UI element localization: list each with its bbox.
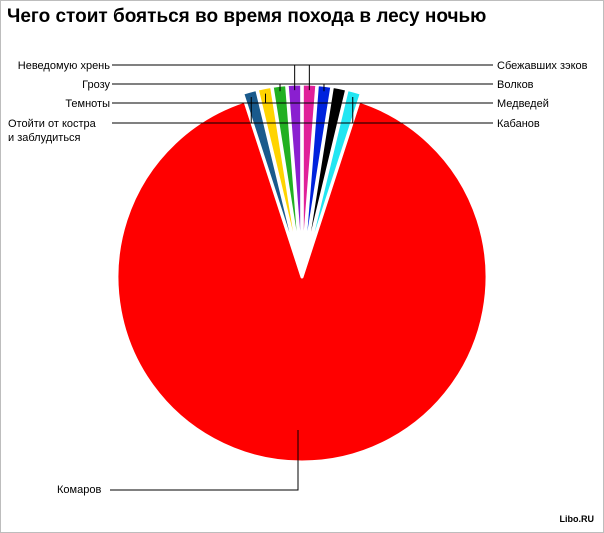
leader-line (110, 430, 299, 491)
leader-line (112, 93, 339, 104)
site-credit: Libo.RU (559, 514, 595, 524)
leader-line (112, 83, 325, 92)
pie-slice (302, 87, 363, 271)
slice-label: Грозу (82, 79, 110, 91)
slice-label: Кабанов (497, 118, 540, 130)
slice-label: Медведей (497, 98, 549, 110)
leader-lines (110, 64, 493, 491)
slice-label: Темноты (65, 98, 110, 110)
slice-label: Волков (497, 79, 534, 91)
slice-label: Неведомую хрень (18, 60, 110, 72)
leader-line (112, 64, 310, 91)
slice-label: Сбежавших зэков (497, 60, 588, 72)
slice-labels: Комаров Кабанов Медведей Волков Сбежавших зэ… (8, 60, 588, 496)
slice-label: Отойти от костра и заблудиться (8, 118, 97, 144)
pie-slice (115, 99, 489, 464)
slice-label: Комаров (57, 484, 101, 496)
pie-slices (115, 82, 489, 464)
leader-line (112, 97, 354, 124)
chart-title: Чего стоит бояться во время похода в лес… (7, 6, 487, 27)
